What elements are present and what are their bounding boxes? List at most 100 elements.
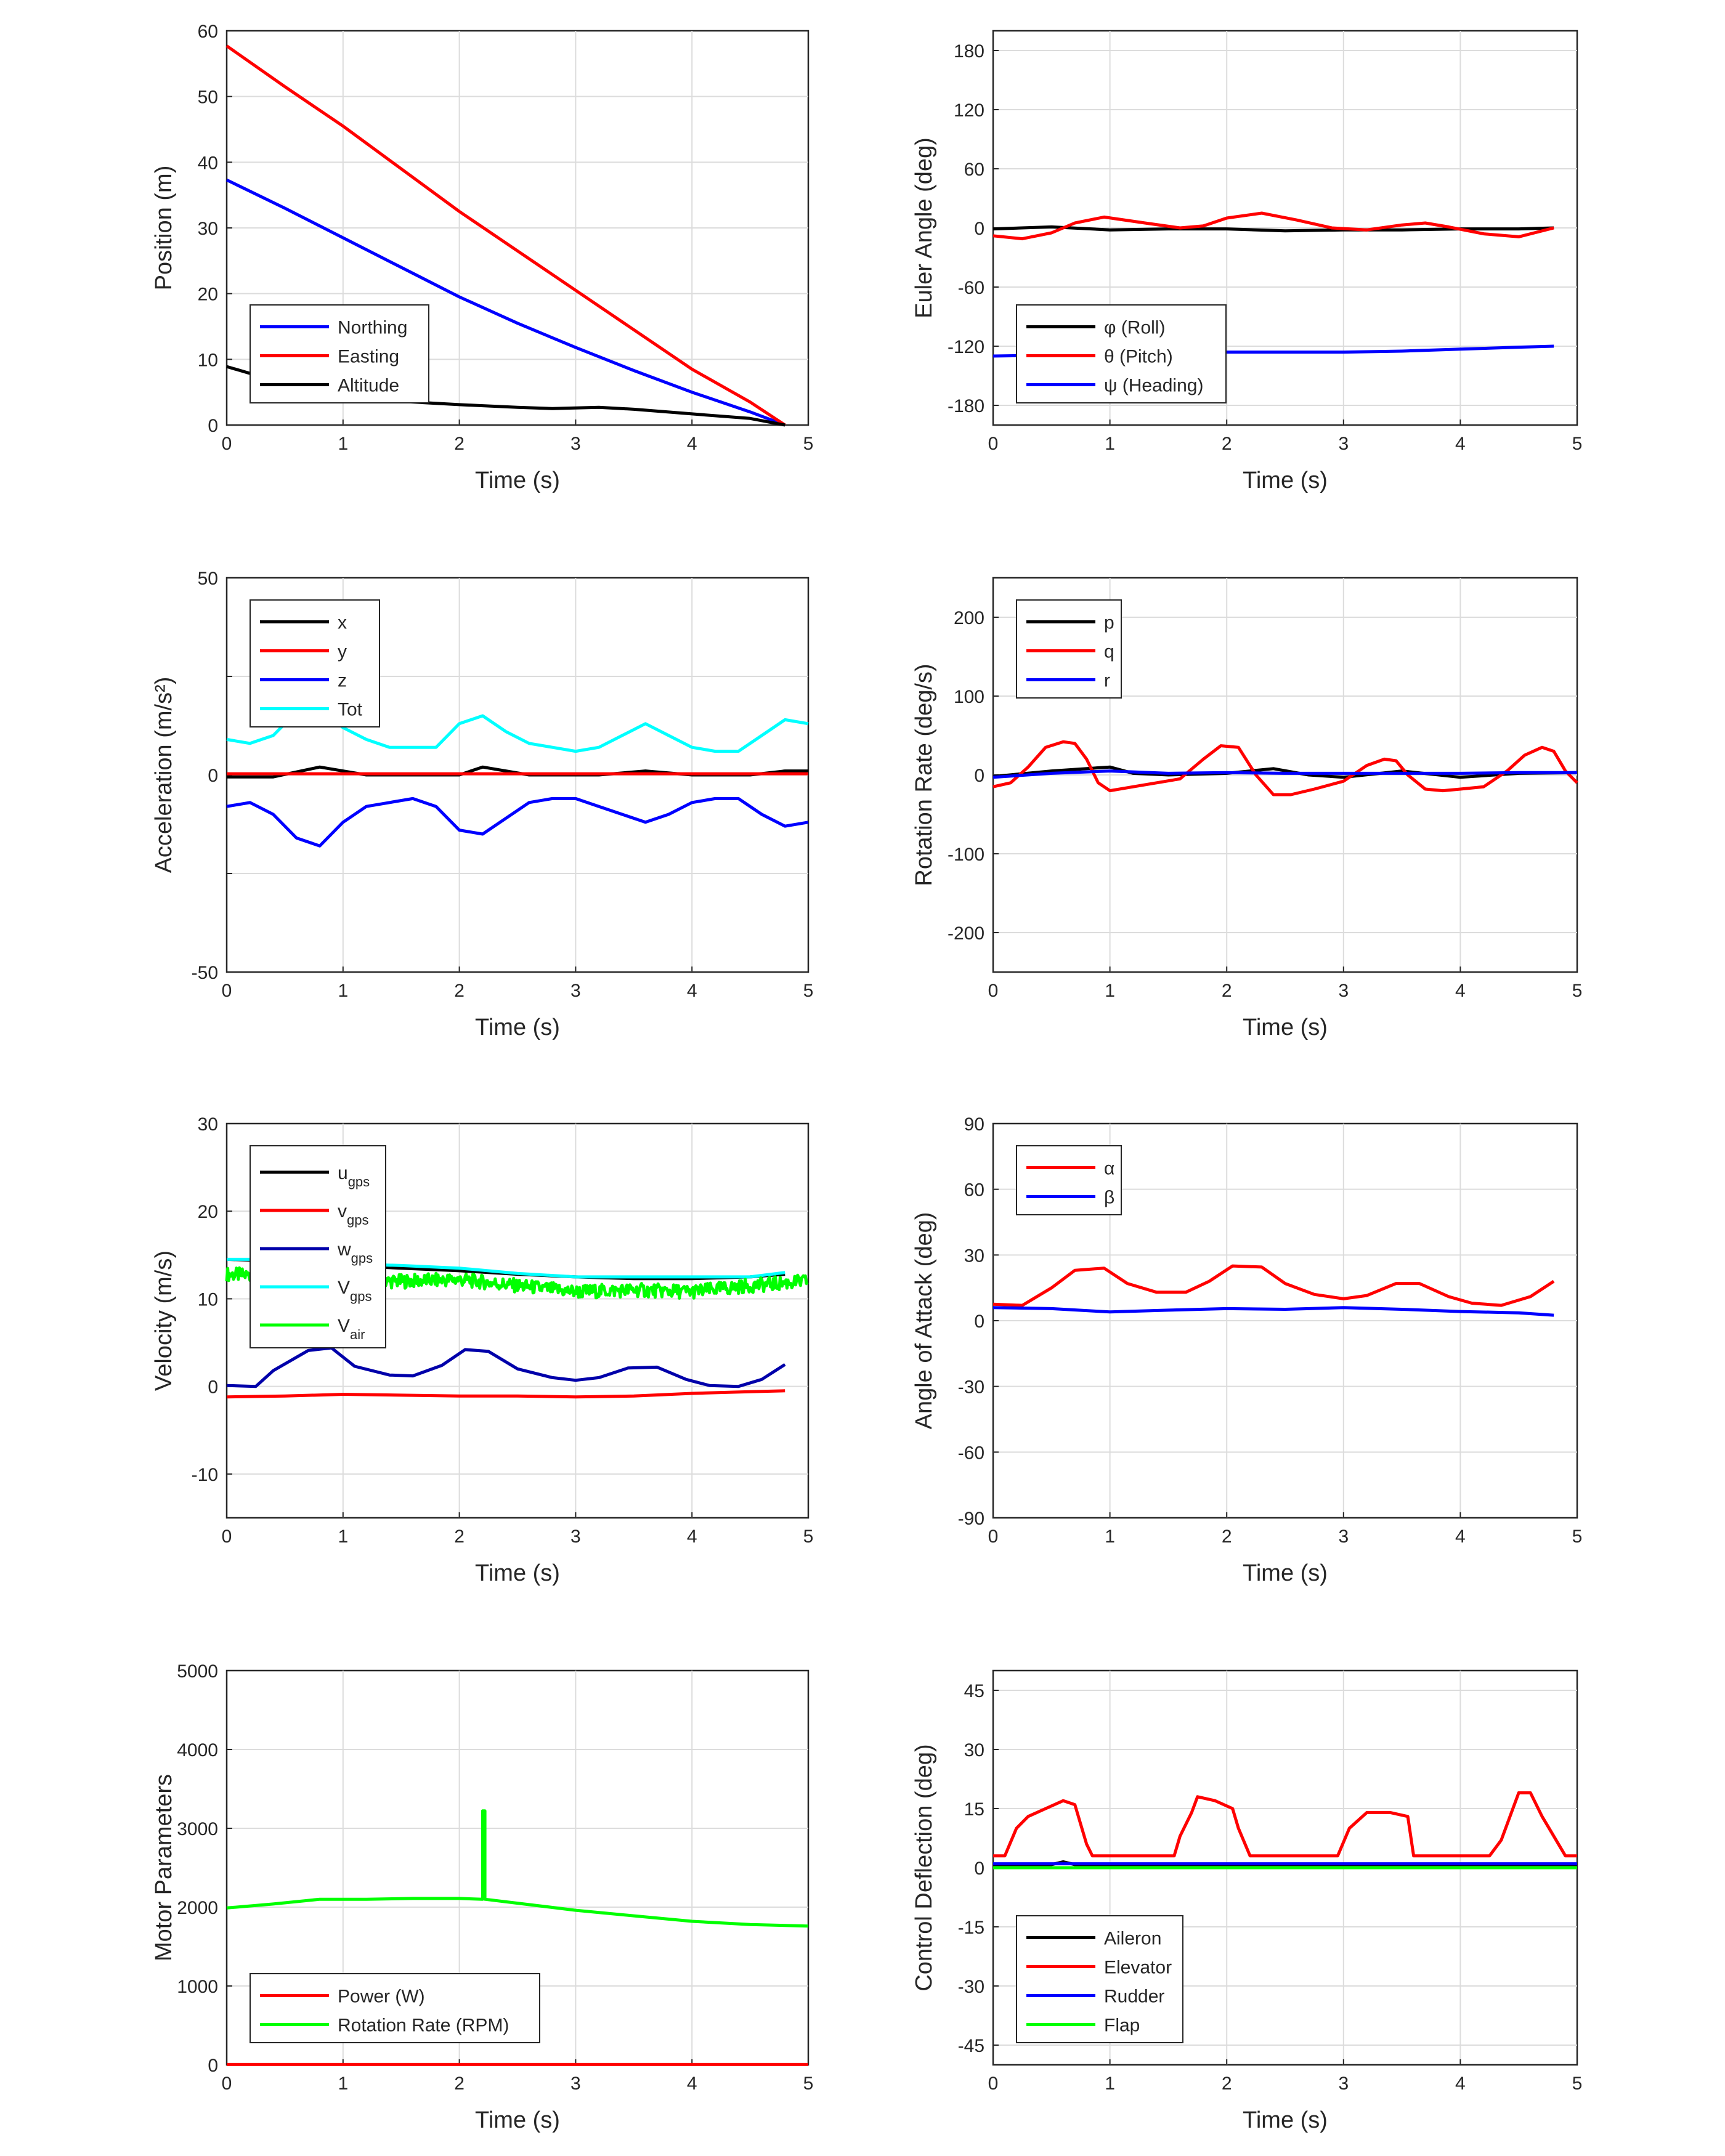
legend-entry: Vgps bbox=[338, 1278, 372, 1304]
legend-entry: φ (Roll) bbox=[1104, 318, 1165, 338]
legend-entry: Flap bbox=[1104, 2016, 1140, 2036]
y-tick-label: 0 bbox=[974, 1858, 984, 1879]
y-tick-label: 0 bbox=[208, 2056, 218, 2076]
x-tick-label: 4 bbox=[687, 981, 697, 1001]
series-line--roll- bbox=[992, 225, 1554, 233]
x-tick-label: 1 bbox=[338, 981, 348, 1001]
x-tick-label: 4 bbox=[1455, 981, 1466, 1001]
series-line-z bbox=[226, 796, 809, 848]
y-tick-label: 60 bbox=[964, 1180, 984, 1201]
legend: Northing Easting Altitude bbox=[250, 304, 429, 403]
legend-entry: Tot bbox=[338, 700, 363, 720]
x-tick-label: 0 bbox=[988, 2073, 999, 2094]
chart-panel-5: 0 1 2 3 4 5 -10 0 10 20 30 Time (s) Velocity (m/s) ug… bbox=[151, 1114, 813, 1586]
legend-entry: β bbox=[1104, 1188, 1114, 1208]
y-axis-label: Angle of Attack (deg) bbox=[911, 1212, 937, 1430]
y-tick-label: 30 bbox=[964, 1740, 984, 1761]
legend: pqr bbox=[1016, 599, 1122, 699]
legend-box bbox=[1016, 599, 1122, 699]
x-tick-label: 3 bbox=[1338, 1526, 1349, 1547]
y-tick-label: 1000 bbox=[177, 1977, 218, 1997]
x-tick-label: 5 bbox=[1572, 434, 1583, 454]
x-tick-label: 2 bbox=[1222, 2073, 1232, 2094]
x-axis-label: Time (s) bbox=[1243, 2107, 1328, 2133]
x-tick-label: 3 bbox=[570, 434, 581, 454]
x-tick-label: 2 bbox=[1222, 1526, 1232, 1547]
legend: ugps vgps wgps Vgps Vair bbox=[250, 1145, 386, 1348]
y-tick-label: 2000 bbox=[177, 1898, 218, 1918]
x-tick-label: 3 bbox=[570, 1526, 581, 1547]
y-tick-label: -30 bbox=[958, 1977, 984, 1997]
y-tick-label: -15 bbox=[958, 1918, 984, 1938]
series-line-wgps bbox=[226, 1346, 786, 1388]
x-tick-label: 0 bbox=[988, 434, 999, 454]
y-axis-label: Rotation Rate (deg/s) bbox=[911, 663, 937, 886]
series-line-elevator bbox=[993, 1791, 1577, 1858]
series-line-- bbox=[992, 1306, 1554, 1317]
legend: αβ bbox=[1016, 1145, 1122, 1215]
x-tick-label: 1 bbox=[338, 434, 348, 454]
y-tick-label: 50 bbox=[198, 87, 218, 108]
legend-entry: q bbox=[1104, 642, 1114, 662]
y-tick-label: 0 bbox=[974, 766, 984, 786]
y-tick-label: -50 bbox=[192, 963, 218, 983]
legend-entry: Easting bbox=[338, 347, 399, 367]
y-tick-label: 0 bbox=[974, 219, 984, 239]
x-tick-label: 2 bbox=[454, 434, 465, 454]
legend-box bbox=[250, 304, 429, 403]
series-line--pitch- bbox=[992, 211, 1554, 241]
y-tick-label: -30 bbox=[958, 1377, 984, 1398]
y-tick-label: -60 bbox=[958, 278, 984, 298]
x-tick-label: 3 bbox=[1338, 434, 1349, 454]
y-tick-label: 180 bbox=[954, 41, 984, 62]
x-tick-label: 5 bbox=[803, 981, 814, 1001]
x-tick-label: 0 bbox=[988, 1526, 999, 1547]
series-line-r bbox=[992, 769, 1577, 779]
x-axis-label: Time (s) bbox=[1243, 1015, 1328, 1040]
y-tick-label: 45 bbox=[964, 1681, 984, 1701]
y-tick-label: 90 bbox=[964, 1114, 984, 1135]
y-tick-label: 40 bbox=[198, 153, 218, 173]
y-tick-label: -180 bbox=[948, 396, 984, 416]
legend-entry: vgps bbox=[338, 1201, 368, 1228]
chart-panel-2: 0 1 2 3 4 5 -180 -120 -60 0 60 120 180 Time (s) Euler … bbox=[911, 30, 1583, 493]
y-tick-label: 10 bbox=[198, 1289, 218, 1310]
x-axis-label: Time (s) bbox=[1243, 1560, 1328, 1586]
y-tick-label: -200 bbox=[948, 923, 984, 944]
legend-entry: p bbox=[1104, 613, 1114, 633]
y-axis-label: Velocity (m/s) bbox=[151, 1250, 177, 1391]
y-tick-label: 0 bbox=[208, 416, 218, 436]
x-tick-label: 4 bbox=[687, 1526, 697, 1547]
legend-entry: ugps bbox=[338, 1163, 370, 1189]
x-tick-label: 1 bbox=[1105, 2073, 1115, 2094]
legend-entry: Rudder bbox=[1104, 1987, 1164, 2007]
legend-entry: wgps bbox=[337, 1239, 373, 1266]
y-tick-label: 30 bbox=[964, 1246, 984, 1266]
x-tick-label: 2 bbox=[1222, 981, 1232, 1001]
y-tick-label: -90 bbox=[958, 1509, 984, 1529]
y-tick-label: 60 bbox=[964, 160, 984, 180]
legend-entry: z bbox=[338, 671, 347, 691]
series-line-vgps bbox=[226, 1389, 785, 1399]
legend-entry: r bbox=[1104, 671, 1110, 691]
y-tick-label: 20 bbox=[198, 1202, 218, 1222]
y-tick-label: -10 bbox=[192, 1465, 218, 1485]
x-tick-label: 2 bbox=[454, 1526, 465, 1547]
x-tick-label: 5 bbox=[803, 2073, 814, 2094]
x-tick-label: 4 bbox=[687, 2073, 697, 2094]
x-axis-label: Time (s) bbox=[475, 468, 560, 493]
x-axis-label: Time (s) bbox=[1243, 468, 1328, 493]
chart-panel-7: 0 1 2 3 4 5 0 1000 2000 3000 4000 5000 Time (s) Motor… bbox=[151, 1661, 813, 2133]
x-tick-label: 5 bbox=[1572, 981, 1583, 1001]
legend-entry: Power (W) bbox=[338, 1987, 425, 2007]
x-tick-label: 3 bbox=[570, 981, 581, 1001]
chart-panel-6: 0 1 2 3 4 5 -90 -60 -30 0 30 60 90 Time (s) Angle of A… bbox=[911, 1114, 1582, 1586]
y-tick-label: -45 bbox=[958, 2036, 984, 2056]
x-tick-label: 2 bbox=[454, 981, 465, 1001]
legend: Power (W) Rotation Rate (RPM) bbox=[250, 1973, 540, 2043]
y-tick-label: -100 bbox=[948, 845, 984, 865]
series-line-q bbox=[992, 740, 1578, 796]
y-tick-label: 5000 bbox=[177, 1661, 218, 1682]
